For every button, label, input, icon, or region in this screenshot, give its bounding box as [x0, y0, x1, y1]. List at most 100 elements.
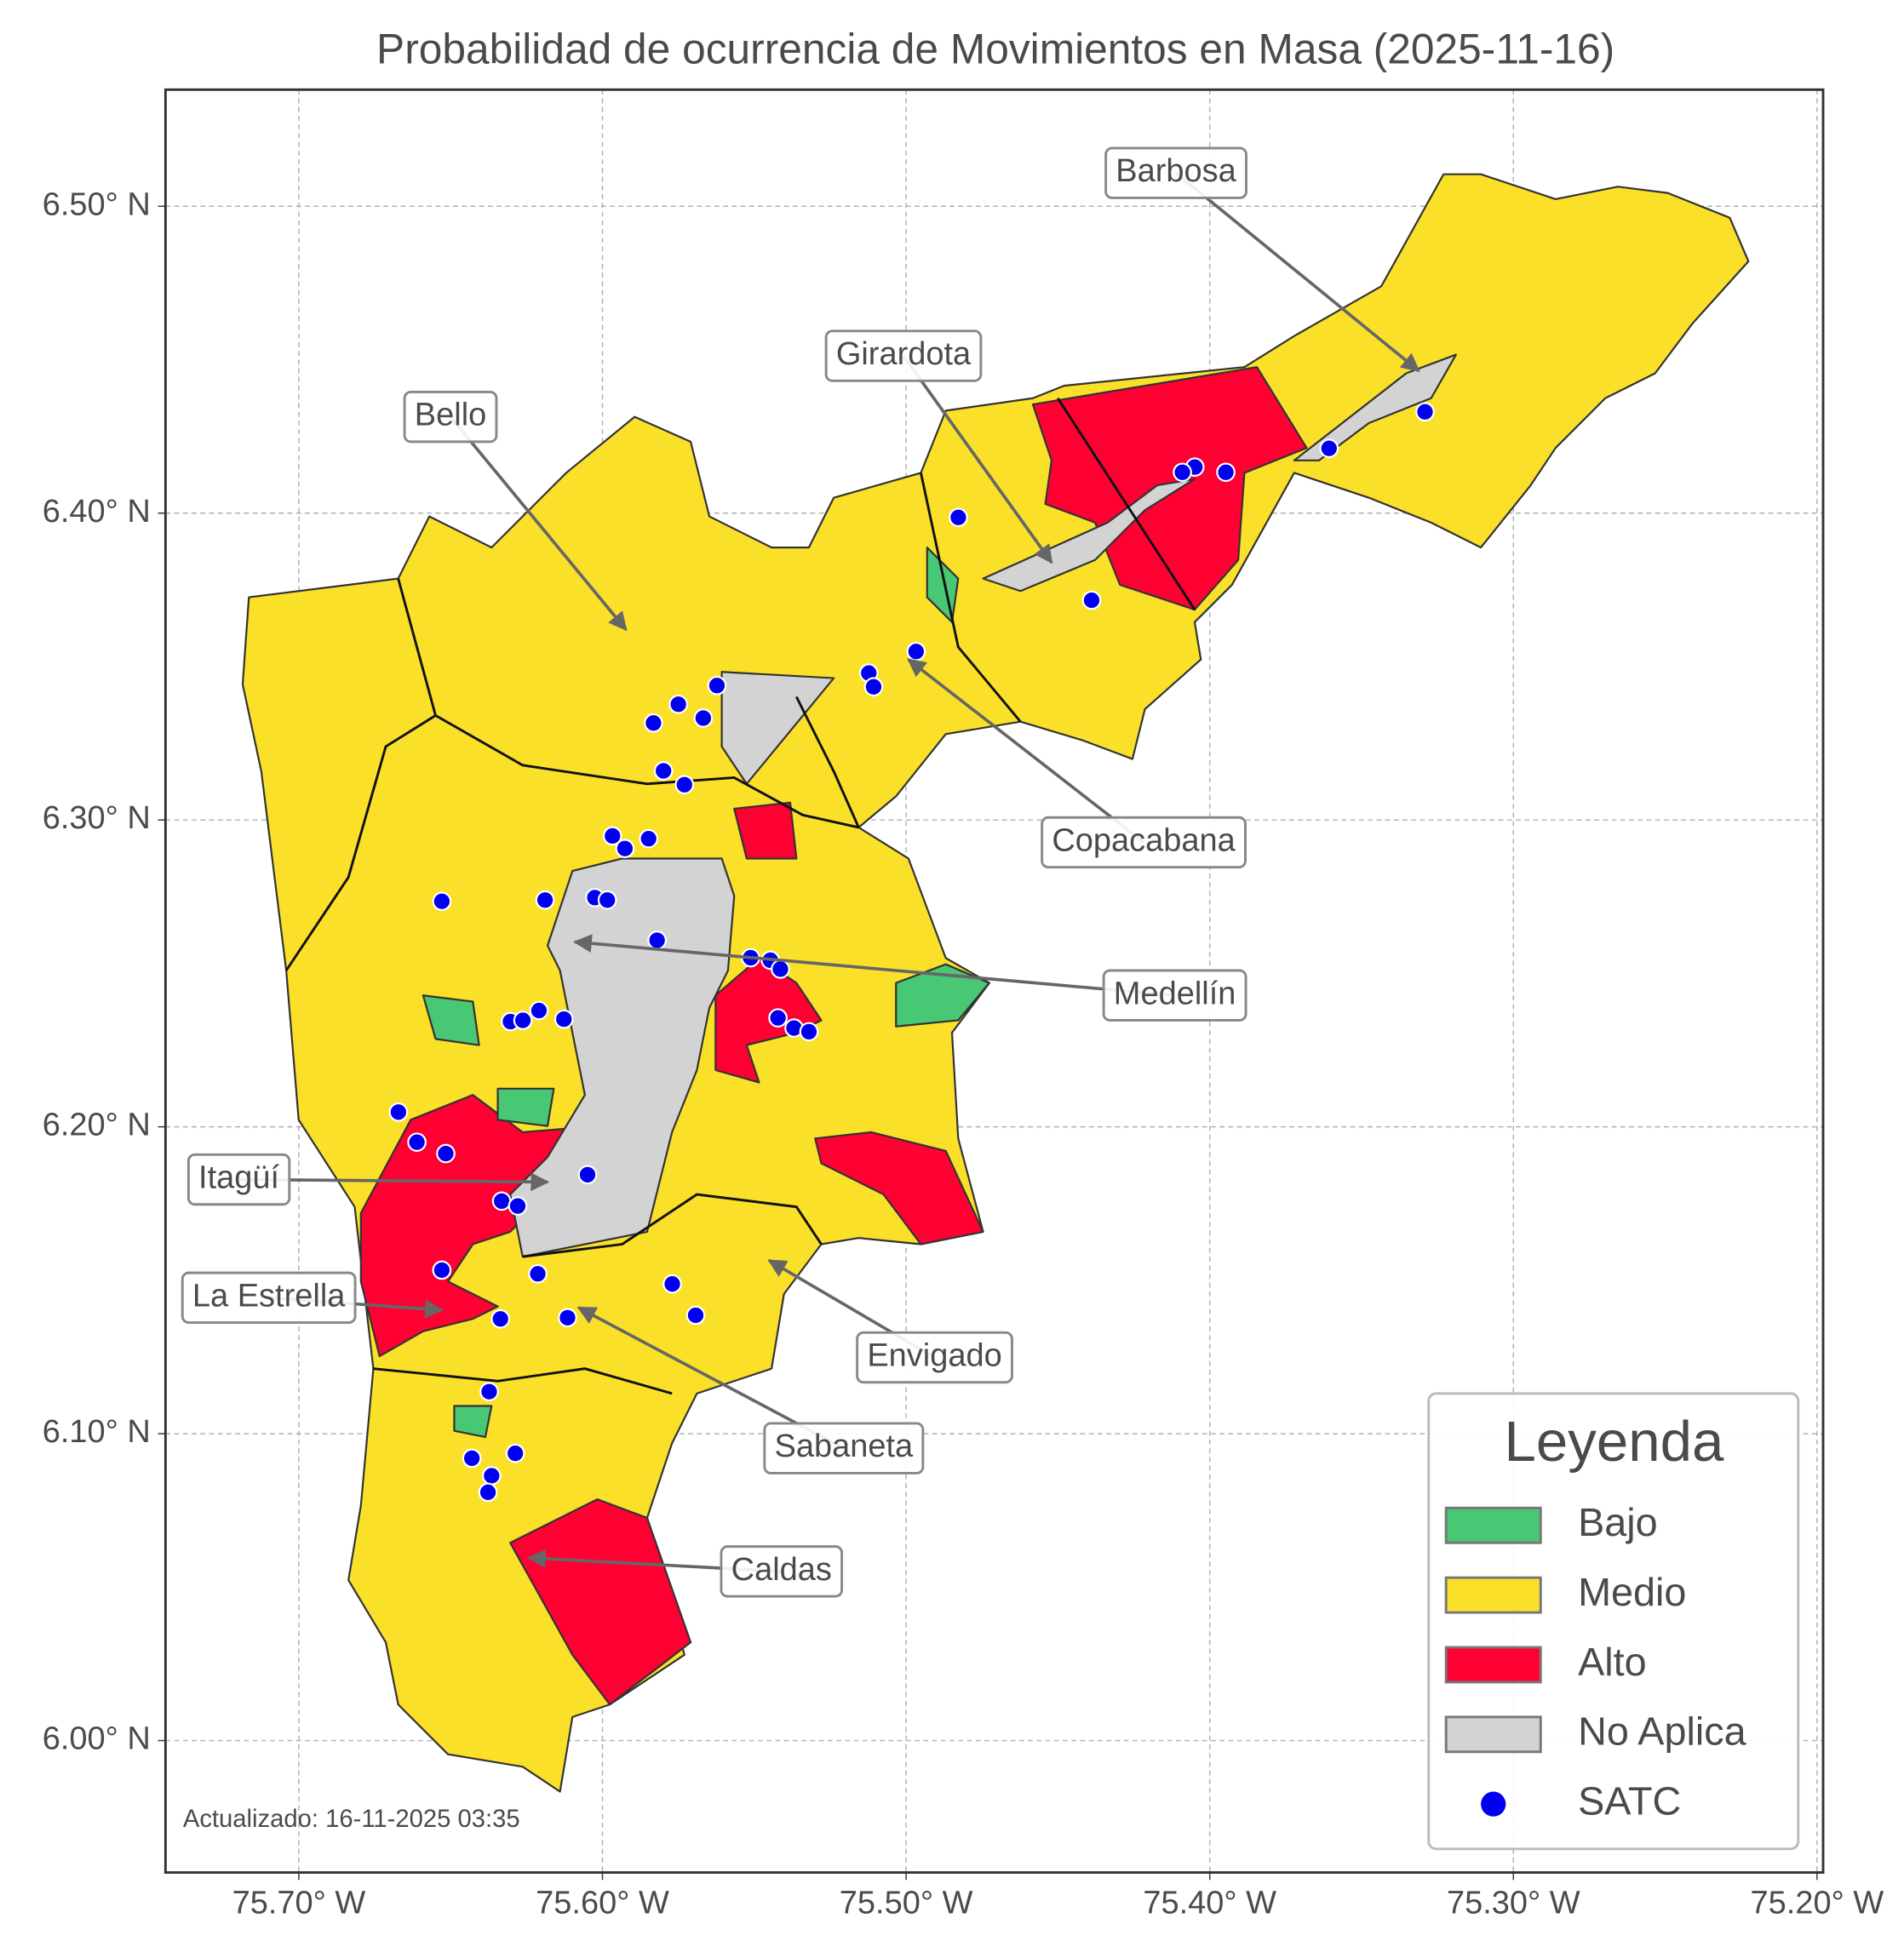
regions — [241, 173, 1750, 1793]
station — [490, 1308, 511, 1329]
footer: Actualizado: 16-11-2025 03:35 — [183, 1806, 520, 1833]
annotation: Itagüí — [186, 1153, 550, 1206]
annotation: Caldas — [526, 1545, 844, 1598]
y-tick-label: 6.20° N — [43, 1108, 151, 1143]
station — [906, 641, 926, 661]
municipal-border — [284, 578, 438, 971]
annotation-box — [181, 1271, 357, 1325]
annotation: Barbosa — [1104, 146, 1420, 373]
station — [949, 507, 968, 528]
station — [535, 890, 555, 910]
legend-title: Leyenda — [1505, 1410, 1725, 1474]
legend-label: Bajo — [1578, 1500, 1658, 1544]
x-tick-label: 75.50° W — [840, 1886, 973, 1921]
annotation-label: La Estrella — [192, 1278, 346, 1314]
annotation-arrow — [1174, 171, 1420, 373]
annotation-box — [763, 1422, 925, 1474]
station — [482, 1466, 502, 1486]
station — [432, 891, 452, 912]
annotation: Copacabana — [907, 658, 1247, 869]
station — [529, 1000, 549, 1021]
y-tick-label: 6.40° N — [43, 494, 151, 530]
station — [1081, 590, 1102, 610]
region-no-aplica — [1293, 353, 1457, 461]
municipal-border — [373, 1367, 673, 1395]
municipal-border — [920, 472, 1022, 723]
frame — [163, 88, 1825, 1875]
station — [662, 1274, 682, 1294]
station — [558, 1308, 577, 1328]
station — [647, 930, 668, 950]
annotation-box — [1102, 969, 1247, 1022]
annotation: Sabaneta — [576, 1306, 925, 1474]
station — [693, 708, 714, 728]
station — [432, 1260, 452, 1280]
station — [1415, 402, 1435, 422]
stations — [388, 402, 1435, 1503]
station — [615, 839, 635, 859]
annotation: Medellín — [573, 934, 1247, 1022]
annotation-box — [856, 1331, 1013, 1384]
legend-label: Medio — [1578, 1570, 1686, 1614]
x-tick-label: 75.40° W — [1143, 1886, 1276, 1921]
annotation: Envigado — [767, 1258, 1013, 1384]
region-medio — [241, 173, 1750, 1793]
region-bajo — [422, 994, 480, 1046]
station — [799, 1022, 819, 1042]
station — [768, 1008, 788, 1028]
annotation-label: Envigado — [867, 1338, 1001, 1374]
annotations: Barbosa Girardota Bello Copacabana Medellín I… — [181, 146, 1420, 1598]
region-alto — [733, 801, 798, 860]
annotation-box — [186, 1153, 291, 1206]
station — [479, 1382, 499, 1402]
station — [388, 1102, 409, 1122]
station — [478, 1482, 498, 1503]
station — [491, 1191, 512, 1211]
y-tick-label: 6.50° N — [43, 186, 151, 222]
legend-label: SATC — [1578, 1779, 1681, 1824]
annotation-label: Medellín — [1114, 976, 1236, 1011]
station — [668, 694, 688, 714]
legend: Leyenda Bajo Medio Alto No Aplica SATC — [1427, 1392, 1800, 1851]
station — [639, 828, 659, 849]
annotation-label: Copacabana — [1052, 823, 1236, 859]
station — [553, 1009, 574, 1029]
annotation-label: Bello — [415, 398, 486, 433]
annotation-arrow — [902, 354, 1053, 564]
annotation-box — [720, 1545, 844, 1598]
annotation-box — [824, 329, 983, 382]
station — [597, 890, 617, 910]
annotation-label: Sabaneta — [775, 1429, 915, 1464]
station — [602, 826, 622, 846]
x-tick-label: 75.60° W — [536, 1886, 669, 1921]
legend-label: No Aplica — [1578, 1709, 1746, 1754]
y-tick-label: 6.10° N — [43, 1414, 151, 1450]
region-alto — [814, 1131, 984, 1245]
x-tick-label: 75.30° W — [1447, 1886, 1580, 1921]
station — [407, 1132, 427, 1152]
station — [528, 1263, 548, 1284]
region-bajo — [453, 1405, 493, 1439]
station — [508, 1196, 528, 1216]
station — [577, 1165, 598, 1185]
municipal-border — [522, 1193, 823, 1258]
annotation-arrow — [907, 658, 1145, 844]
station — [1173, 462, 1192, 483]
region-bajo — [895, 963, 990, 1028]
station — [685, 1305, 706, 1325]
annotation-box — [403, 390, 498, 444]
annotation-label: Barbosa — [1115, 153, 1236, 189]
annotation-arrow — [573, 934, 1175, 998]
station — [644, 713, 663, 733]
x-tick-label: 75.20° W — [1751, 1886, 1884, 1921]
legend-swatch — [1444, 1646, 1542, 1684]
legend-swatch — [1444, 1506, 1542, 1544]
station — [462, 1448, 482, 1469]
y-tick-label: 6.00° N — [43, 1721, 151, 1757]
x-tick-label: 75.70° W — [232, 1886, 366, 1921]
legend-swatch — [1444, 1576, 1542, 1614]
annotation-label: Itagüí — [198, 1160, 279, 1196]
legend-label: Alto — [1578, 1640, 1647, 1684]
station — [1319, 438, 1339, 458]
